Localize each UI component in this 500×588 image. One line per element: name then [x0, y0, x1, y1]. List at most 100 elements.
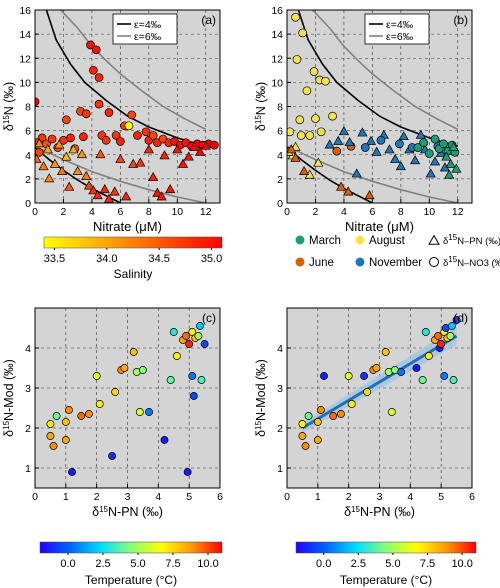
- data-point-circle: [287, 127, 295, 137]
- legend-marker-triangle: [428, 234, 440, 245]
- y-axis-title: δ15N (‰): [2, 82, 17, 131]
- data-point-circle: [360, 372, 369, 380]
- y-axis-title: δ15N-Mod (‰): [2, 359, 17, 437]
- y-tick-label: 4: [277, 150, 283, 162]
- data-point-triangle: [364, 190, 375, 200]
- model-legend-box: [112, 13, 178, 45]
- data-point-triangle: [451, 163, 462, 173]
- colorbar-tick-label: 10.0: [197, 558, 218, 570]
- data-point-circle: [292, 55, 302, 64]
- data-point-triangle: [159, 150, 170, 160]
- data-point-circle: [61, 418, 70, 426]
- y-tick-label: 0: [25, 198, 31, 210]
- data-point-circle: [316, 406, 325, 414]
- data-point-circle: [66, 133, 75, 143]
- data-point-circle: [363, 388, 372, 396]
- x-tick-label: 12: [452, 206, 464, 218]
- data-point-circle: [446, 332, 455, 340]
- x-tick-label: 0: [284, 206, 290, 218]
- legend-marker-november: [355, 257, 365, 267]
- panel-1: 0 2 4 6 8 10 12 0 2 4 6 8 10 12 14 16 (a) Nitrate (μM) δ15…: [2, 5, 221, 234]
- data-point-circle: [194, 332, 203, 340]
- data-point-circle: [344, 372, 353, 380]
- x-tick-label: 1: [315, 491, 321, 503]
- x-tick-label: 4: [155, 491, 161, 503]
- data-point-triangle: [115, 153, 126, 163]
- data-point-triangle: [42, 144, 53, 154]
- x-tick-label: 0: [284, 491, 290, 503]
- data-point-circle: [185, 340, 194, 348]
- y-tick-label: 6: [25, 126, 31, 138]
- y-axis-title: δ15N (‰): [254, 82, 269, 131]
- data-point-triangle: [444, 169, 455, 179]
- data-point-circle: [94, 73, 104, 82]
- colorbar-tick-label: 10.0: [451, 558, 472, 570]
- data-point-triangle: [409, 155, 421, 165]
- y-tick-label: 4: [25, 343, 31, 355]
- data-point-circle: [129, 348, 138, 356]
- data-point-triangle: [128, 158, 139, 168]
- plot-border: [34, 307, 221, 489]
- temperature-colorbar-c: 0.0 2.5 5.0 7.5 10.0 Temperature (°C): [39, 541, 223, 587]
- data-point-circle: [313, 418, 322, 426]
- legend-label-august: August: [369, 235, 406, 247]
- y-tick-label: 12: [19, 53, 31, 65]
- data-point-triangle: [152, 187, 163, 197]
- y-tick-label: 16: [19, 5, 31, 17]
- data-point-circle: [332, 146, 342, 156]
- model-curve: [312, 10, 459, 131]
- x-tick-label: 5: [186, 491, 192, 503]
- legend-marker-march: [295, 235, 305, 245]
- data-point-triangle: [415, 129, 426, 139]
- x-tick-label: 6: [217, 491, 223, 503]
- x-tick-label: 3: [377, 491, 383, 503]
- data-point-circle: [313, 436, 322, 444]
- data-point-triangle: [61, 151, 72, 161]
- data-point-triangle: [103, 193, 115, 203]
- data-point-triangle: [371, 146, 382, 156]
- y-tick-label: 3: [277, 383, 283, 395]
- y-tick-label: 8: [25, 102, 31, 114]
- legend-label-pn: δ15N–PN (‰): [443, 233, 500, 248]
- data-point-triangle: [200, 140, 211, 150]
- data-point-triangle: [64, 181, 75, 191]
- data-point-circle: [141, 127, 151, 137]
- y-tick-label: 0: [277, 198, 283, 210]
- data-point-triangle: [445, 158, 456, 168]
- data-point-circle: [430, 134, 440, 144]
- temperature-colorbar-d-bar: [295, 541, 477, 554]
- data-point-circle: [49, 442, 58, 450]
- colorbar-tick-label: 0.0: [316, 558, 331, 570]
- legend-label-june: June: [309, 257, 334, 269]
- data-point-circle: [449, 376, 458, 384]
- model-legend-label: ε=4‰: [134, 19, 162, 31]
- data-point-circle: [437, 340, 446, 348]
- colorbar-tick-label: 33.5: [44, 253, 65, 265]
- x-tick-label: 8: [398, 206, 404, 218]
- colorbar-tick-label: 5.0: [385, 558, 400, 570]
- salinity-colorbar: 33.5 34.0 34.5 35.0 Salinity: [43, 236, 223, 281]
- x-tick-label: 6: [469, 491, 475, 503]
- model-legend-label: ε=4‰: [386, 19, 414, 31]
- data-point-circle: [104, 108, 114, 117]
- panel-4: 0 1 2 3 4 5 6 1 2 3 4 (d) δ15N-PN (‰) δ15N-Mod (‰): [254, 307, 475, 519]
- model-legend-box: [364, 13, 430, 45]
- data-point-circle: [421, 328, 430, 336]
- data-point-circle: [68, 468, 76, 476]
- plot-content: [298, 316, 461, 450]
- x-axis-title: δ15N-PN (‰): [92, 505, 163, 520]
- legend-marker-august: [355, 235, 365, 245]
- data-point-circle: [35, 97, 40, 107]
- colorbar-tick-label: 2.5: [351, 558, 366, 570]
- colorbar-title: Temperature (°C): [85, 573, 177, 587]
- data-point-circle: [52, 412, 61, 420]
- y-tick-label: 12: [271, 53, 283, 65]
- colorbar-title: Temperature (°C): [340, 573, 432, 587]
- data-point-circle: [169, 328, 178, 336]
- panel-label: (c): [202, 311, 216, 325]
- data-point-circle: [92, 372, 101, 380]
- data-point-circle: [418, 376, 427, 384]
- data-point-circle: [47, 134, 57, 144]
- y-tick-label: 2: [277, 174, 283, 186]
- plot-border: [286, 307, 473, 489]
